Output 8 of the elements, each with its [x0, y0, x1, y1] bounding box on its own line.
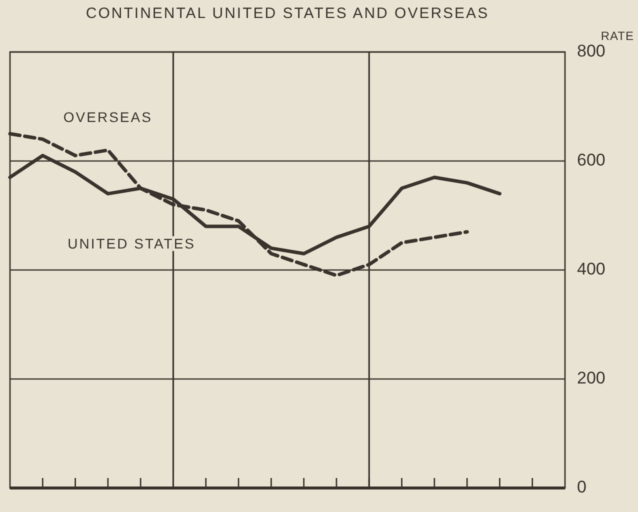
- y-axis-title: RATE: [600, 29, 634, 43]
- y-tick-label: 0: [577, 477, 586, 496]
- chart-title: CONTINENTAL UNITED STATES AND OVERSEAS: [86, 5, 490, 22]
- series-label: OVERSEAS: [63, 109, 152, 126]
- y-tick-label: 800: [577, 41, 606, 60]
- y-tick-label: 400: [577, 259, 606, 278]
- y-tick-label: 600: [577, 150, 606, 170]
- y-tick-label: 200: [577, 368, 606, 388]
